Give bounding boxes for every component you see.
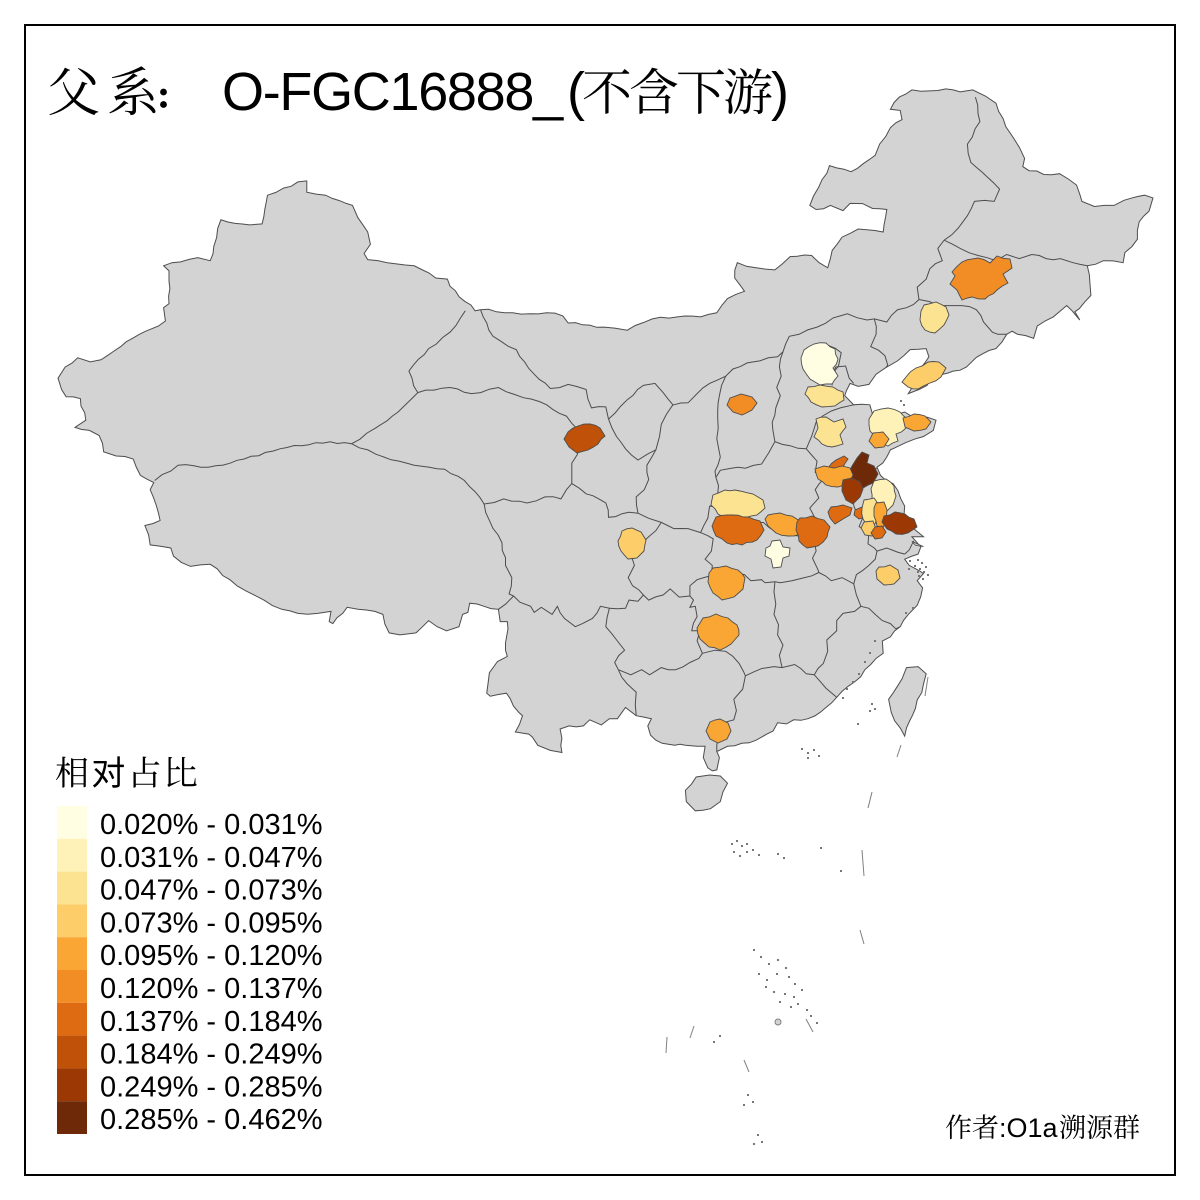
svg-text:0.031% - 0.047%: 0.031% - 0.047% xyxy=(100,842,322,874)
svg-text:0.120% - 0.137%: 0.120% - 0.137% xyxy=(100,973,322,1005)
svg-text:): ) xyxy=(771,62,789,122)
svg-text:0.020% - 0.031%: 0.020% - 0.031% xyxy=(100,809,322,841)
svg-text:0.184% - 0.249%: 0.184% - 0.249% xyxy=(100,1039,322,1071)
svg-text:0.285% - 0.462%: 0.285% - 0.462% xyxy=(100,1104,322,1136)
svg-text:(: ( xyxy=(567,62,585,122)
svg-text:0.047% - 0.073%: 0.047% - 0.073% xyxy=(100,875,322,907)
svg-text::O1a: :O1a xyxy=(999,1113,1059,1143)
svg-text:0.249% - 0.285%: 0.249% - 0.285% xyxy=(100,1071,322,1103)
svg-text:O-FGC16888_: O-FGC16888_ xyxy=(222,62,564,122)
svg-text:0.073% - 0.095%: 0.073% - 0.095% xyxy=(100,907,322,939)
svg-text:0.095% - 0.120%: 0.095% - 0.120% xyxy=(100,940,322,972)
svg-text:0.137% - 0.184%: 0.137% - 0.184% xyxy=(100,1006,322,1038)
